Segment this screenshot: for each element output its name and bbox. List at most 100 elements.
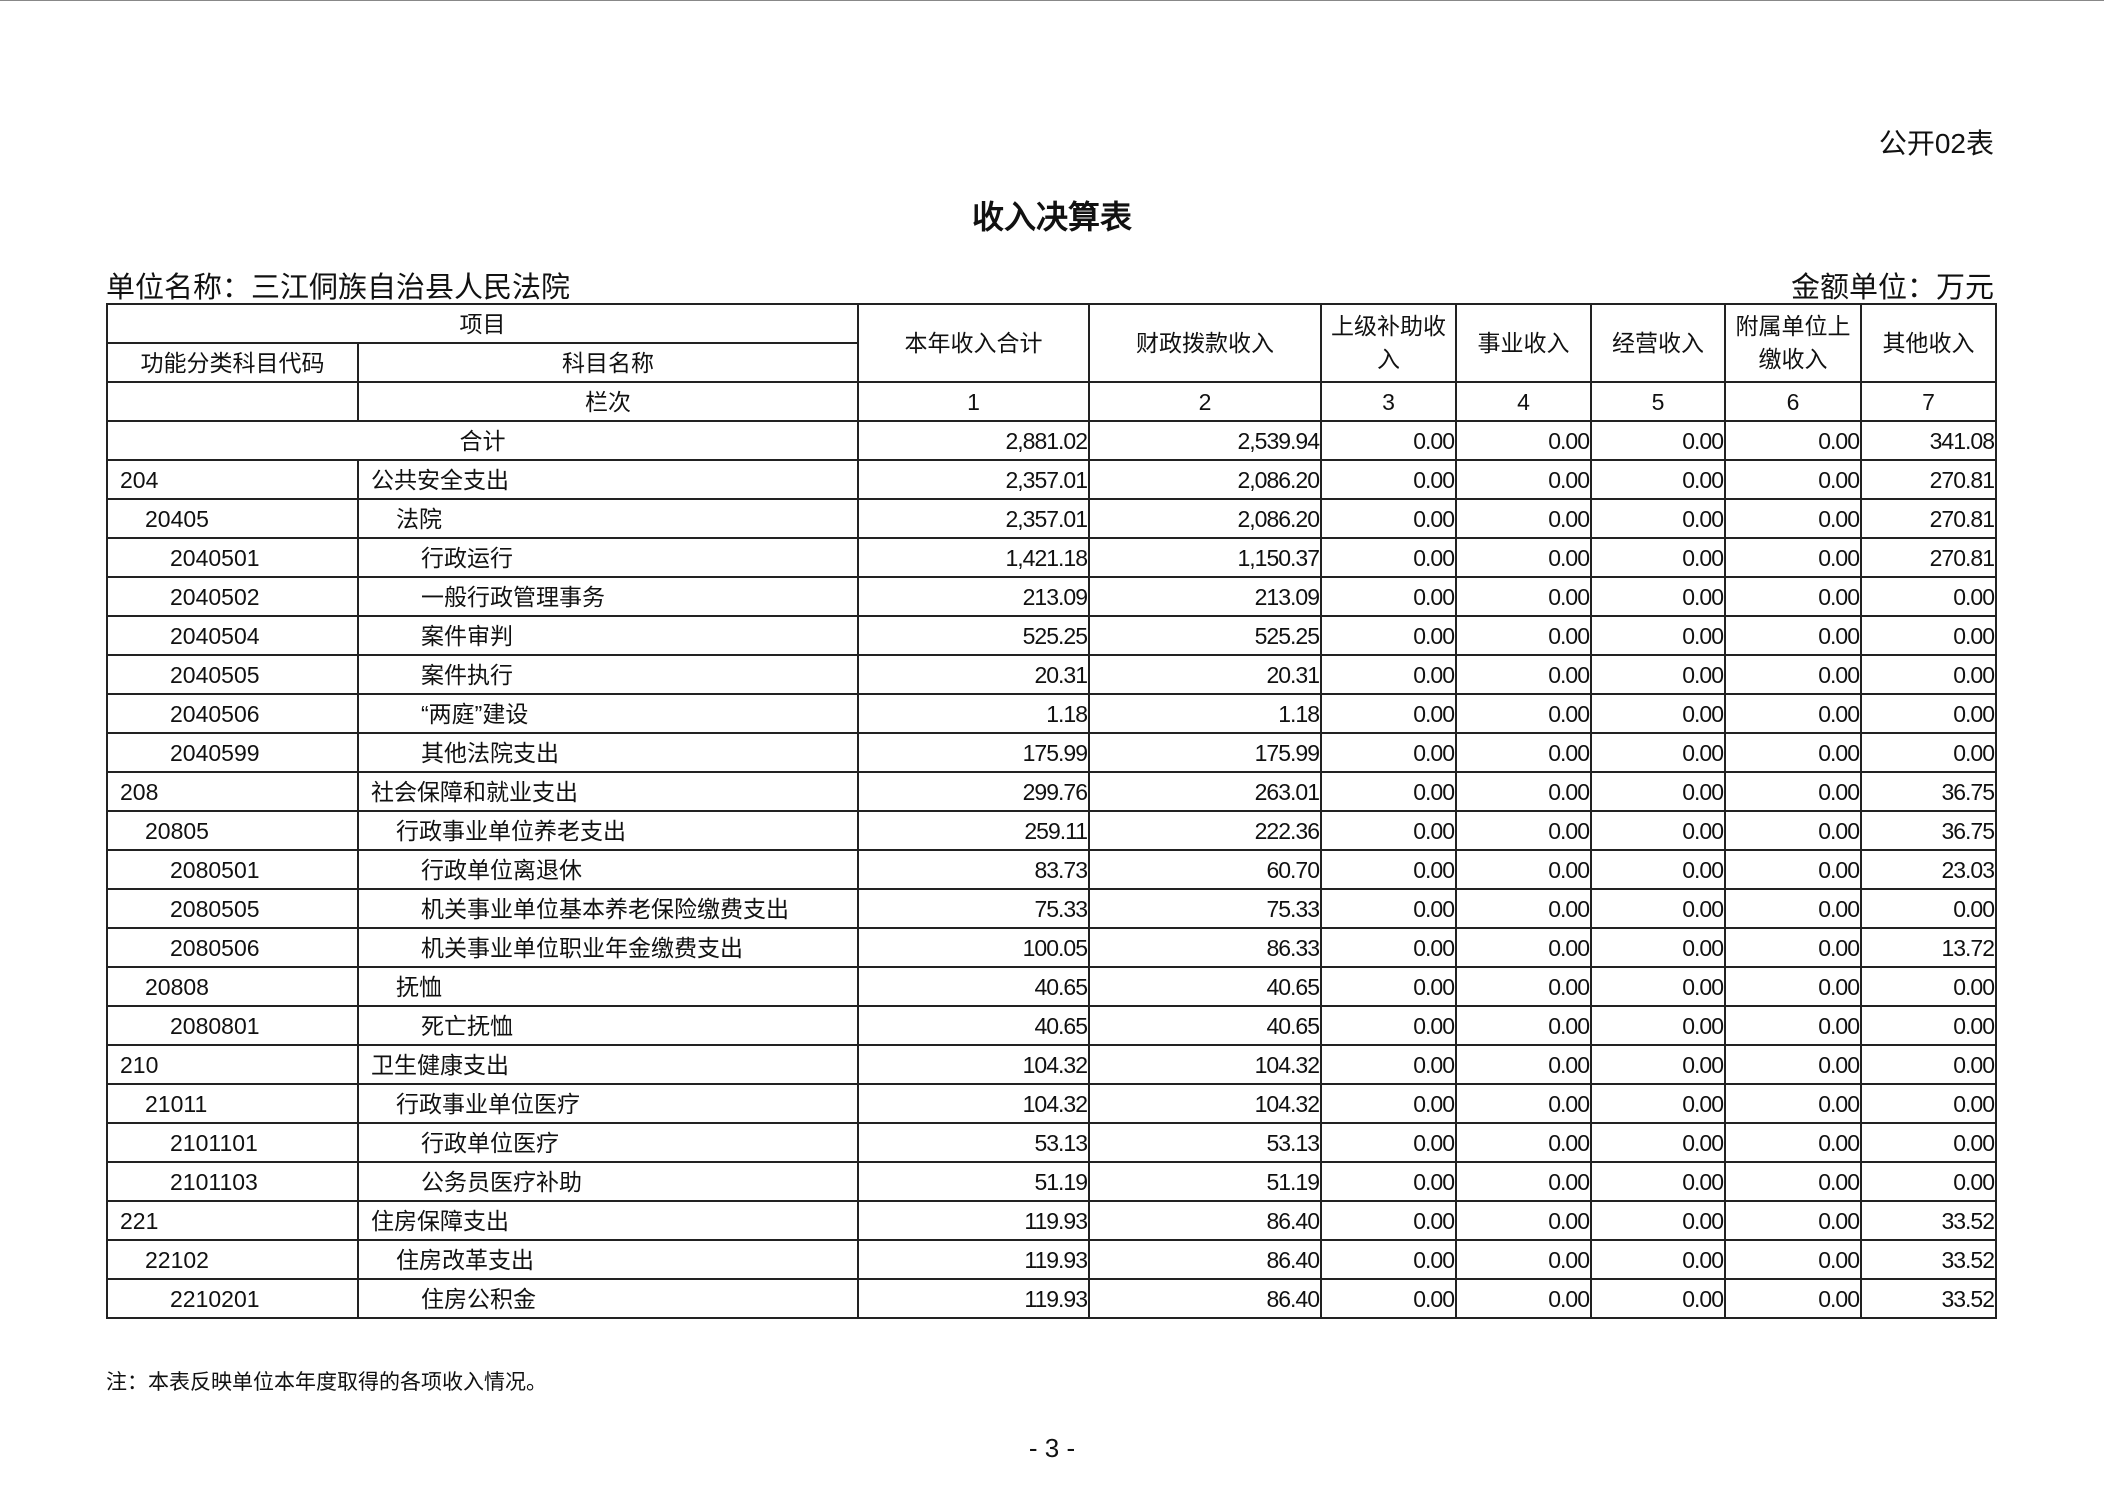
table-row: 2101103 公务员医疗补助 51.19 51.19 0.00 0.00 0.00 0.00… [106,1161,1997,1202]
row-value: 0.00 [1590,1278,1726,1319]
income-table: 项目 本年收入合计 财政拨款收入 上级补助收入 事业收入 经营收入 附属单位上缴… [106,303,1997,1319]
row-value: 0.00 [1724,888,1862,929]
column-order-row: 栏次 1 2 3 4 5 6 7 [106,381,1997,422]
row-value: 86.40 [1088,1200,1322,1241]
column-number: 2 [1088,381,1322,422]
row-value: 0.00 [1860,1044,1997,1085]
row-code: 221 [106,1200,359,1241]
row-value: 40.65 [1088,966,1322,1007]
row-value: 0.00 [1724,1161,1862,1202]
header-col-5: 经营收入 [1590,303,1726,383]
row-name: 机关事业单位基本养老保险缴费支出 [357,888,859,929]
row-value: 0.00 [1590,1083,1726,1124]
row-value: 0.00 [1320,1161,1457,1202]
row-value: 0.00 [1320,537,1457,578]
row-value: 525.25 [1088,615,1322,656]
row-name: 公务员医疗补助 [357,1161,859,1202]
row-value: 0.00 [1320,654,1457,695]
row-value: 0.00 [1724,927,1862,968]
row-value: 0.00 [1320,849,1457,890]
row-code: 2040506 [106,693,359,734]
header-col-2: 财政拨款收入 [1088,303,1322,383]
column-number: 3 [1320,381,1457,422]
table-row: 221 住房保障支出 119.93 86.40 0.00 0.00 0.00 0.00 33.5… [106,1200,1997,1241]
row-value: 0.00 [1724,849,1862,890]
row-value: 0.00 [1455,537,1592,578]
row-value: 0.00 [1860,693,1997,734]
row-value: 1,421.18 [857,537,1090,578]
row-value: 0.00 [1860,1005,1997,1046]
row-value: 0.00 [1455,1200,1592,1241]
row-value: 53.13 [857,1122,1090,1163]
row-code: 2040505 [106,654,359,695]
row-code: 22102 [106,1239,359,1280]
header-col-4: 事业收入 [1455,303,1592,383]
page-top-border [0,0,2104,1]
row-code: 2040501 [106,537,359,578]
row-code: 2080505 [106,888,359,929]
table-row: 204 公共安全支出 2,357.01 2,086.20 0.00 0.00 0.00 0.0… [106,459,1997,500]
header-col-3: 上级补助收入 [1320,303,1457,383]
row-value: 0.00 [1860,888,1997,929]
row-value: 0.00 [1320,1083,1457,1124]
row-code: 208 [106,771,359,812]
row-value: 86.40 [1088,1278,1322,1319]
row-name: 公共安全支出 [357,459,859,500]
total-value: 0.00 [1320,420,1457,461]
row-name: 社会保障和就业支出 [357,771,859,812]
row-value: 525.25 [857,615,1090,656]
table-row: 2101101 行政单位医疗 53.13 53.13 0.00 0.00 0.00 0.00 0… [106,1122,1997,1163]
row-value: 40.65 [1088,1005,1322,1046]
row-value: 104.32 [857,1083,1090,1124]
row-value: 0.00 [1724,654,1862,695]
table-note: 注：本表反映单位本年度取得的各项收入情况。 [106,1371,547,1394]
row-value: 119.93 [857,1278,1090,1319]
row-value: 0.00 [1320,888,1457,929]
row-value: 213.09 [857,576,1090,617]
row-value: 0.00 [1320,966,1457,1007]
row-value: 100.05 [857,927,1090,968]
row-value: 75.33 [1088,888,1322,929]
row-value: 13.72 [1860,927,1997,968]
column-number: 6 [1724,381,1862,422]
row-value: 0.00 [1590,576,1726,617]
total-value: 2,539.94 [1088,420,1322,461]
row-value: 0.00 [1590,810,1726,851]
form-number: 公开02表 [1878,128,1994,159]
row-value: 0.00 [1455,732,1592,773]
row-value: 0.00 [1455,810,1592,851]
row-value: 213.09 [1088,576,1322,617]
row-value: 0.00 [1590,498,1726,539]
row-value: 2,357.01 [857,498,1090,539]
column-order-label: 栏次 [357,381,859,422]
row-value: 0.00 [1724,1044,1862,1085]
total-row: 合计 2,881.02 2,539.94 0.00 0.00 0.00 0.00… [106,420,1997,461]
row-code: 2040599 [106,732,359,773]
column-number: 5 [1590,381,1726,422]
row-value: 0.00 [1590,1239,1726,1280]
row-value: 104.32 [857,1044,1090,1085]
row-value: 0.00 [1320,1122,1457,1163]
row-value: 0.00 [1455,888,1592,929]
row-value: 0.00 [1724,1278,1862,1319]
row-value: 0.00 [1590,849,1726,890]
row-value: 0.00 [1590,1161,1726,1202]
row-value: 0.00 [1320,459,1457,500]
row-value: 20.31 [1088,654,1322,695]
row-value: 0.00 [1320,498,1457,539]
row-value: 1.18 [857,693,1090,734]
row-value: 0.00 [1320,771,1457,812]
table-row: 2080505 机关事业单位基本养老保险缴费支出 75.33 75.33 0.00 0.0… [106,888,1997,929]
row-name: 行政运行 [357,537,859,578]
row-value: 0.00 [1455,576,1592,617]
row-name: 住房改革支出 [357,1239,859,1280]
row-value: 0.00 [1320,576,1457,617]
row-code: 20405 [106,498,359,539]
row-value: 0.00 [1590,927,1726,968]
row-value: 0.00 [1590,654,1726,695]
header-col-6: 附属单位上缴收入 [1724,303,1862,383]
table-row: 2210201 住房公积金 119.93 86.40 0.00 0.00 0.00 0.00 3… [106,1278,1997,1319]
table-row: 20405 法院 2,357.01 2,086.20 0.00 0.00 0.00 0.00 2… [106,498,1997,539]
table-row: 22102 住房改革支出 119.93 86.40 0.00 0.00 0.00 0.00 33… [106,1239,1997,1280]
total-label: 合计 [106,420,859,461]
